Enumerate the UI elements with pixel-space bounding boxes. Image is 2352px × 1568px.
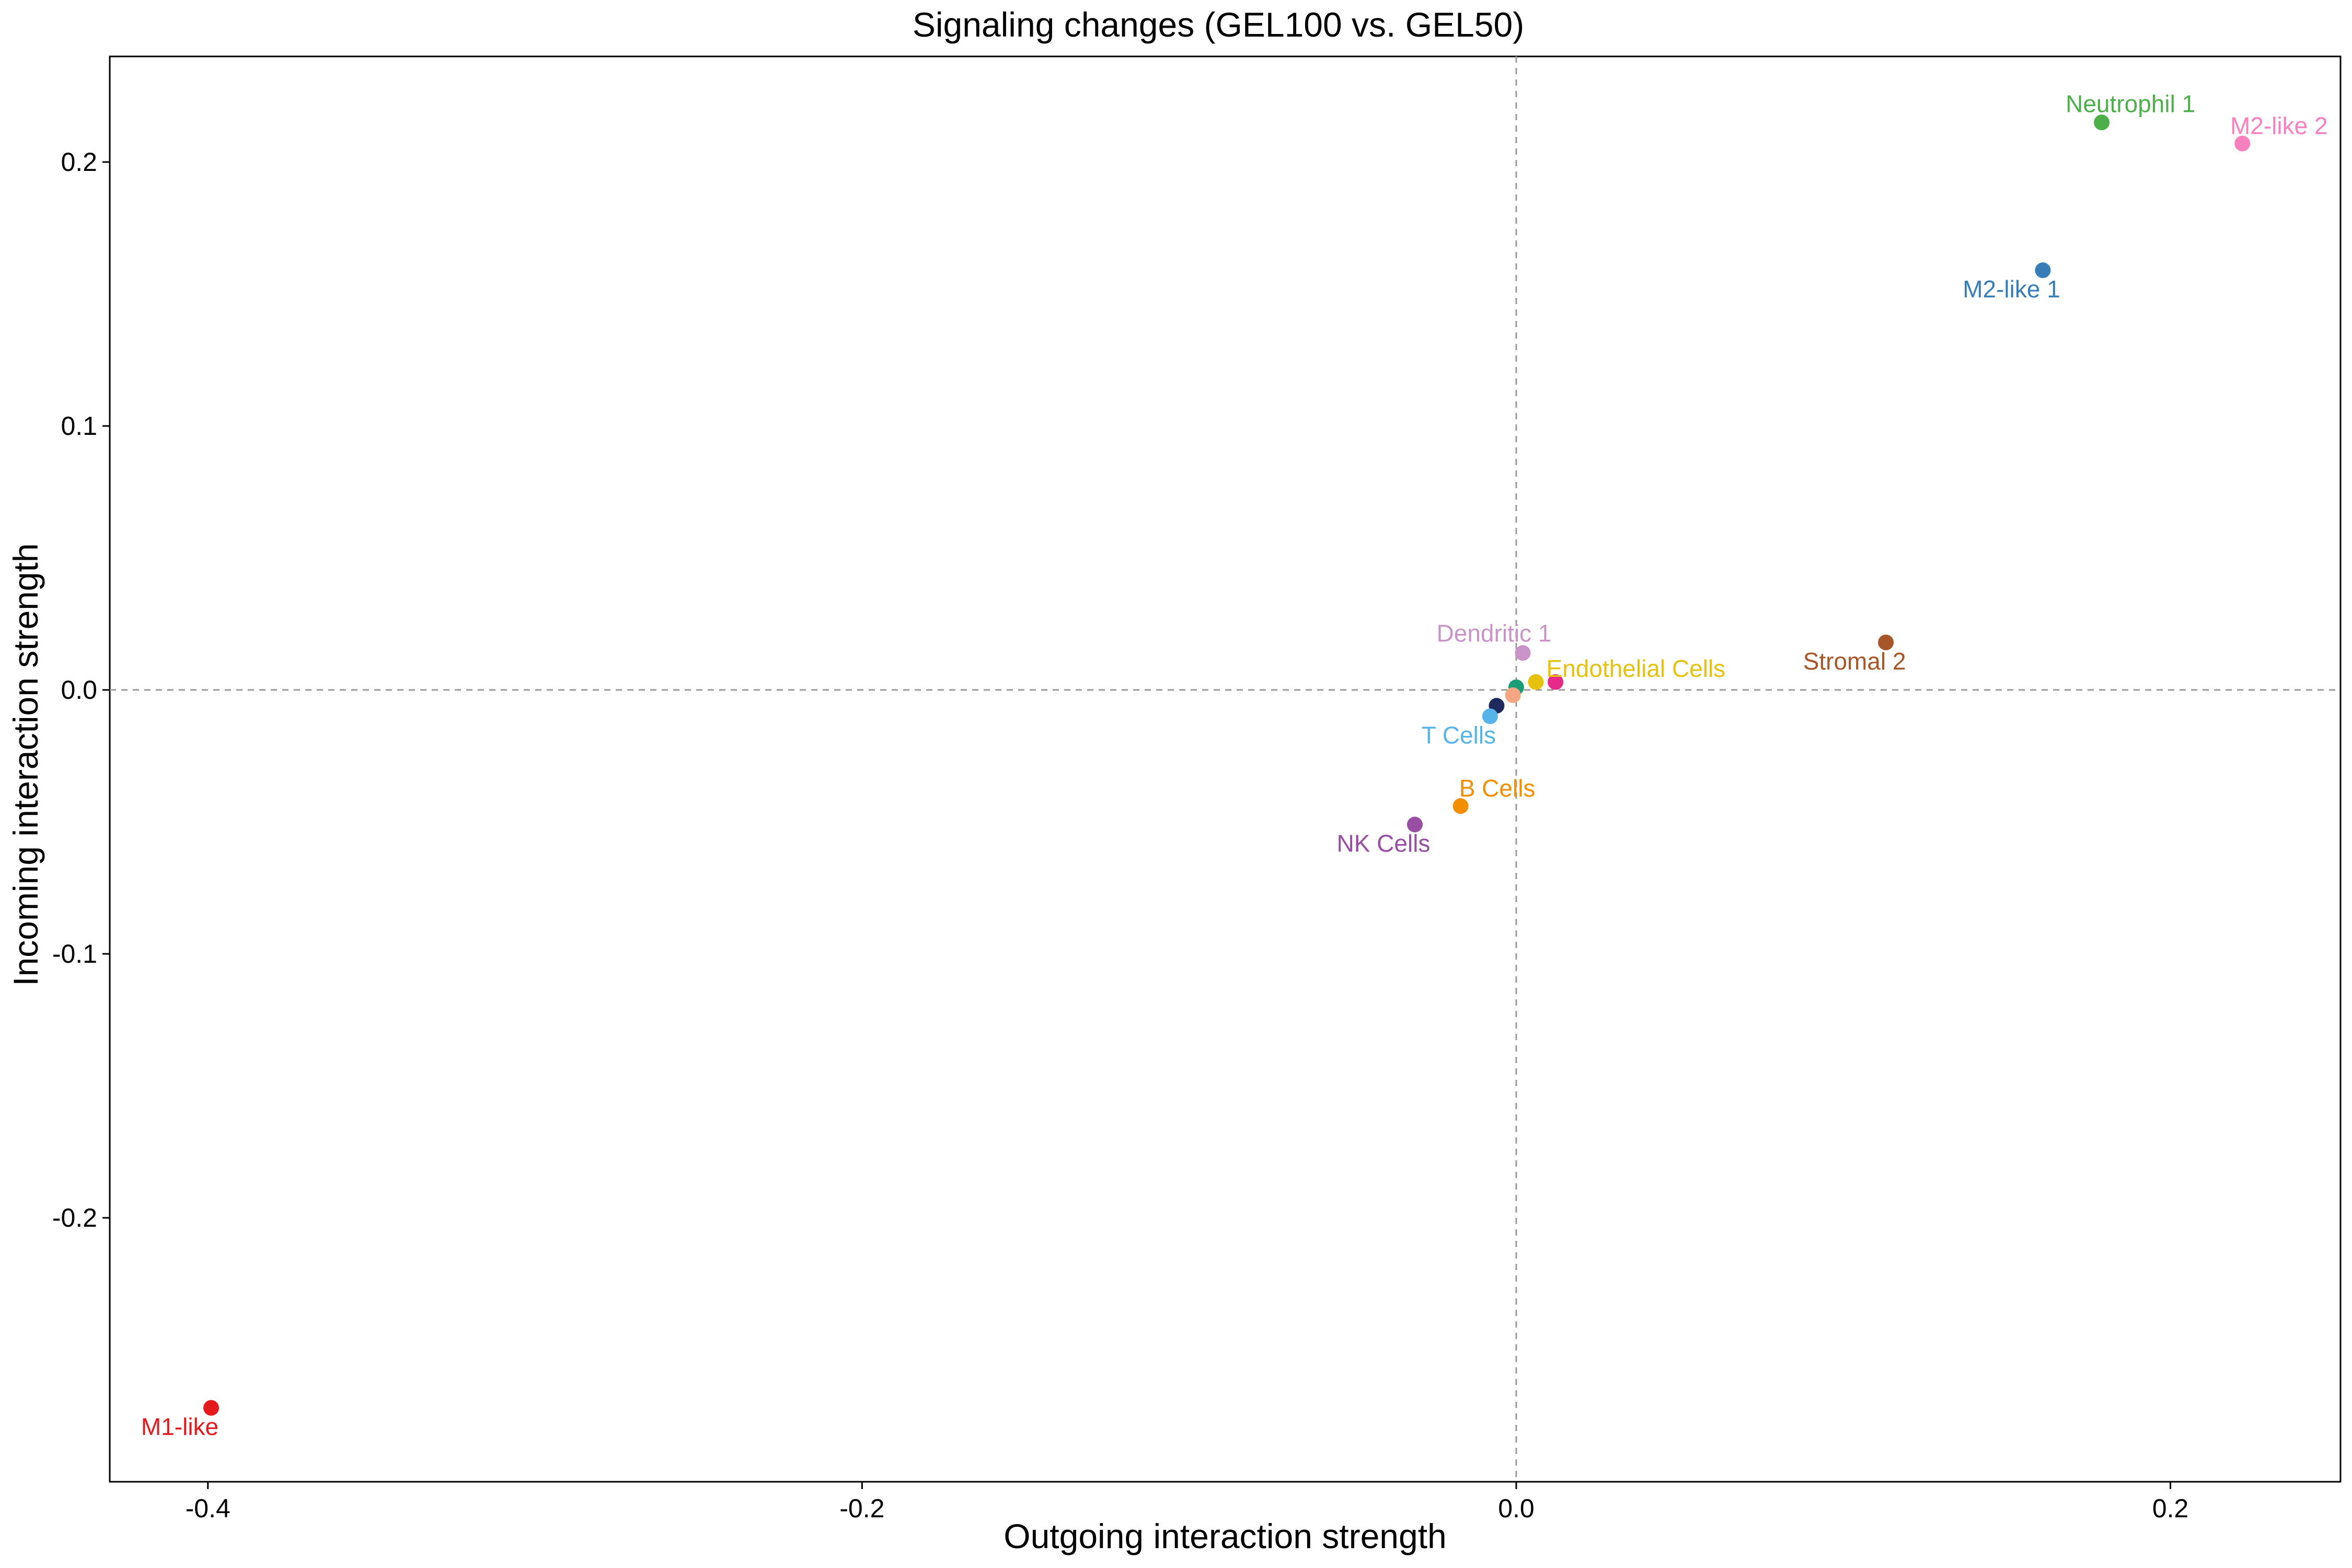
x-tick-label: 0.0 (1498, 1494, 1535, 1523)
y-tick-label: 0.0 (61, 675, 97, 705)
point-label-m2-like-2: M2-like 2 (2230, 112, 2328, 140)
y-tick-label: 0.1 (61, 411, 97, 441)
point-unlabeled (1548, 674, 1564, 690)
point-nk-cells (1406, 816, 1423, 833)
point-label-t-cells: T Cells (1422, 722, 1496, 749)
point-label-endothelial-cells: Endothelial Cells (1547, 655, 1726, 682)
point-label-neutrophil-1: Neutrophil 1 (2066, 90, 2195, 117)
point-m2-like-1 (2035, 262, 2051, 279)
point-neutrophil-1 (2094, 114, 2110, 131)
chart-title: Signaling changes (GEL100 vs. GEL50) (913, 5, 1524, 44)
x-tick-label: -0.4 (186, 1494, 230, 1523)
point-label-stromal-2: Stromal 2 (1803, 648, 1906, 675)
x-axis-title: Outgoing interaction strength (1004, 1517, 1447, 1555)
point-endothelial-cells (1528, 674, 1544, 690)
point-label-m2-like-1: M2-like 1 (1963, 275, 2060, 303)
point-m2-like-2 (2234, 135, 2251, 152)
y-tick-label: -0.2 (52, 1203, 97, 1232)
y-axis-title: Incoming interaction strength (6, 543, 45, 986)
point-t-cells (1482, 708, 1498, 724)
point-unlabeled (1505, 687, 1521, 704)
point-dendritic-1 (1515, 645, 1531, 661)
point-label-m1-like: M1-like (141, 1413, 218, 1440)
plot-area: -0.4 -0.2 0.0 0.2 -0.2 -0.1 0.0 0.1 0.2 Neutrophi… (52, 55, 2342, 1523)
x-tick-label: 0.2 (2152, 1494, 2189, 1523)
point-b-cells (1452, 798, 1469, 814)
point-m1-like (203, 1400, 219, 1416)
point-label-b-cells: B Cells (1459, 775, 1536, 802)
point-label-dendritic-1: Dendritic 1 (1437, 619, 1552, 647)
y-tick-label: -0.1 (52, 939, 97, 969)
point-label-nk-cells: NK Cells (1336, 830, 1430, 857)
x-tick-label: -0.2 (839, 1494, 884, 1523)
point-stromal-2 (1878, 635, 1894, 651)
plot-frame (109, 55, 2342, 1483)
y-tick-label: 0.2 (61, 147, 97, 177)
